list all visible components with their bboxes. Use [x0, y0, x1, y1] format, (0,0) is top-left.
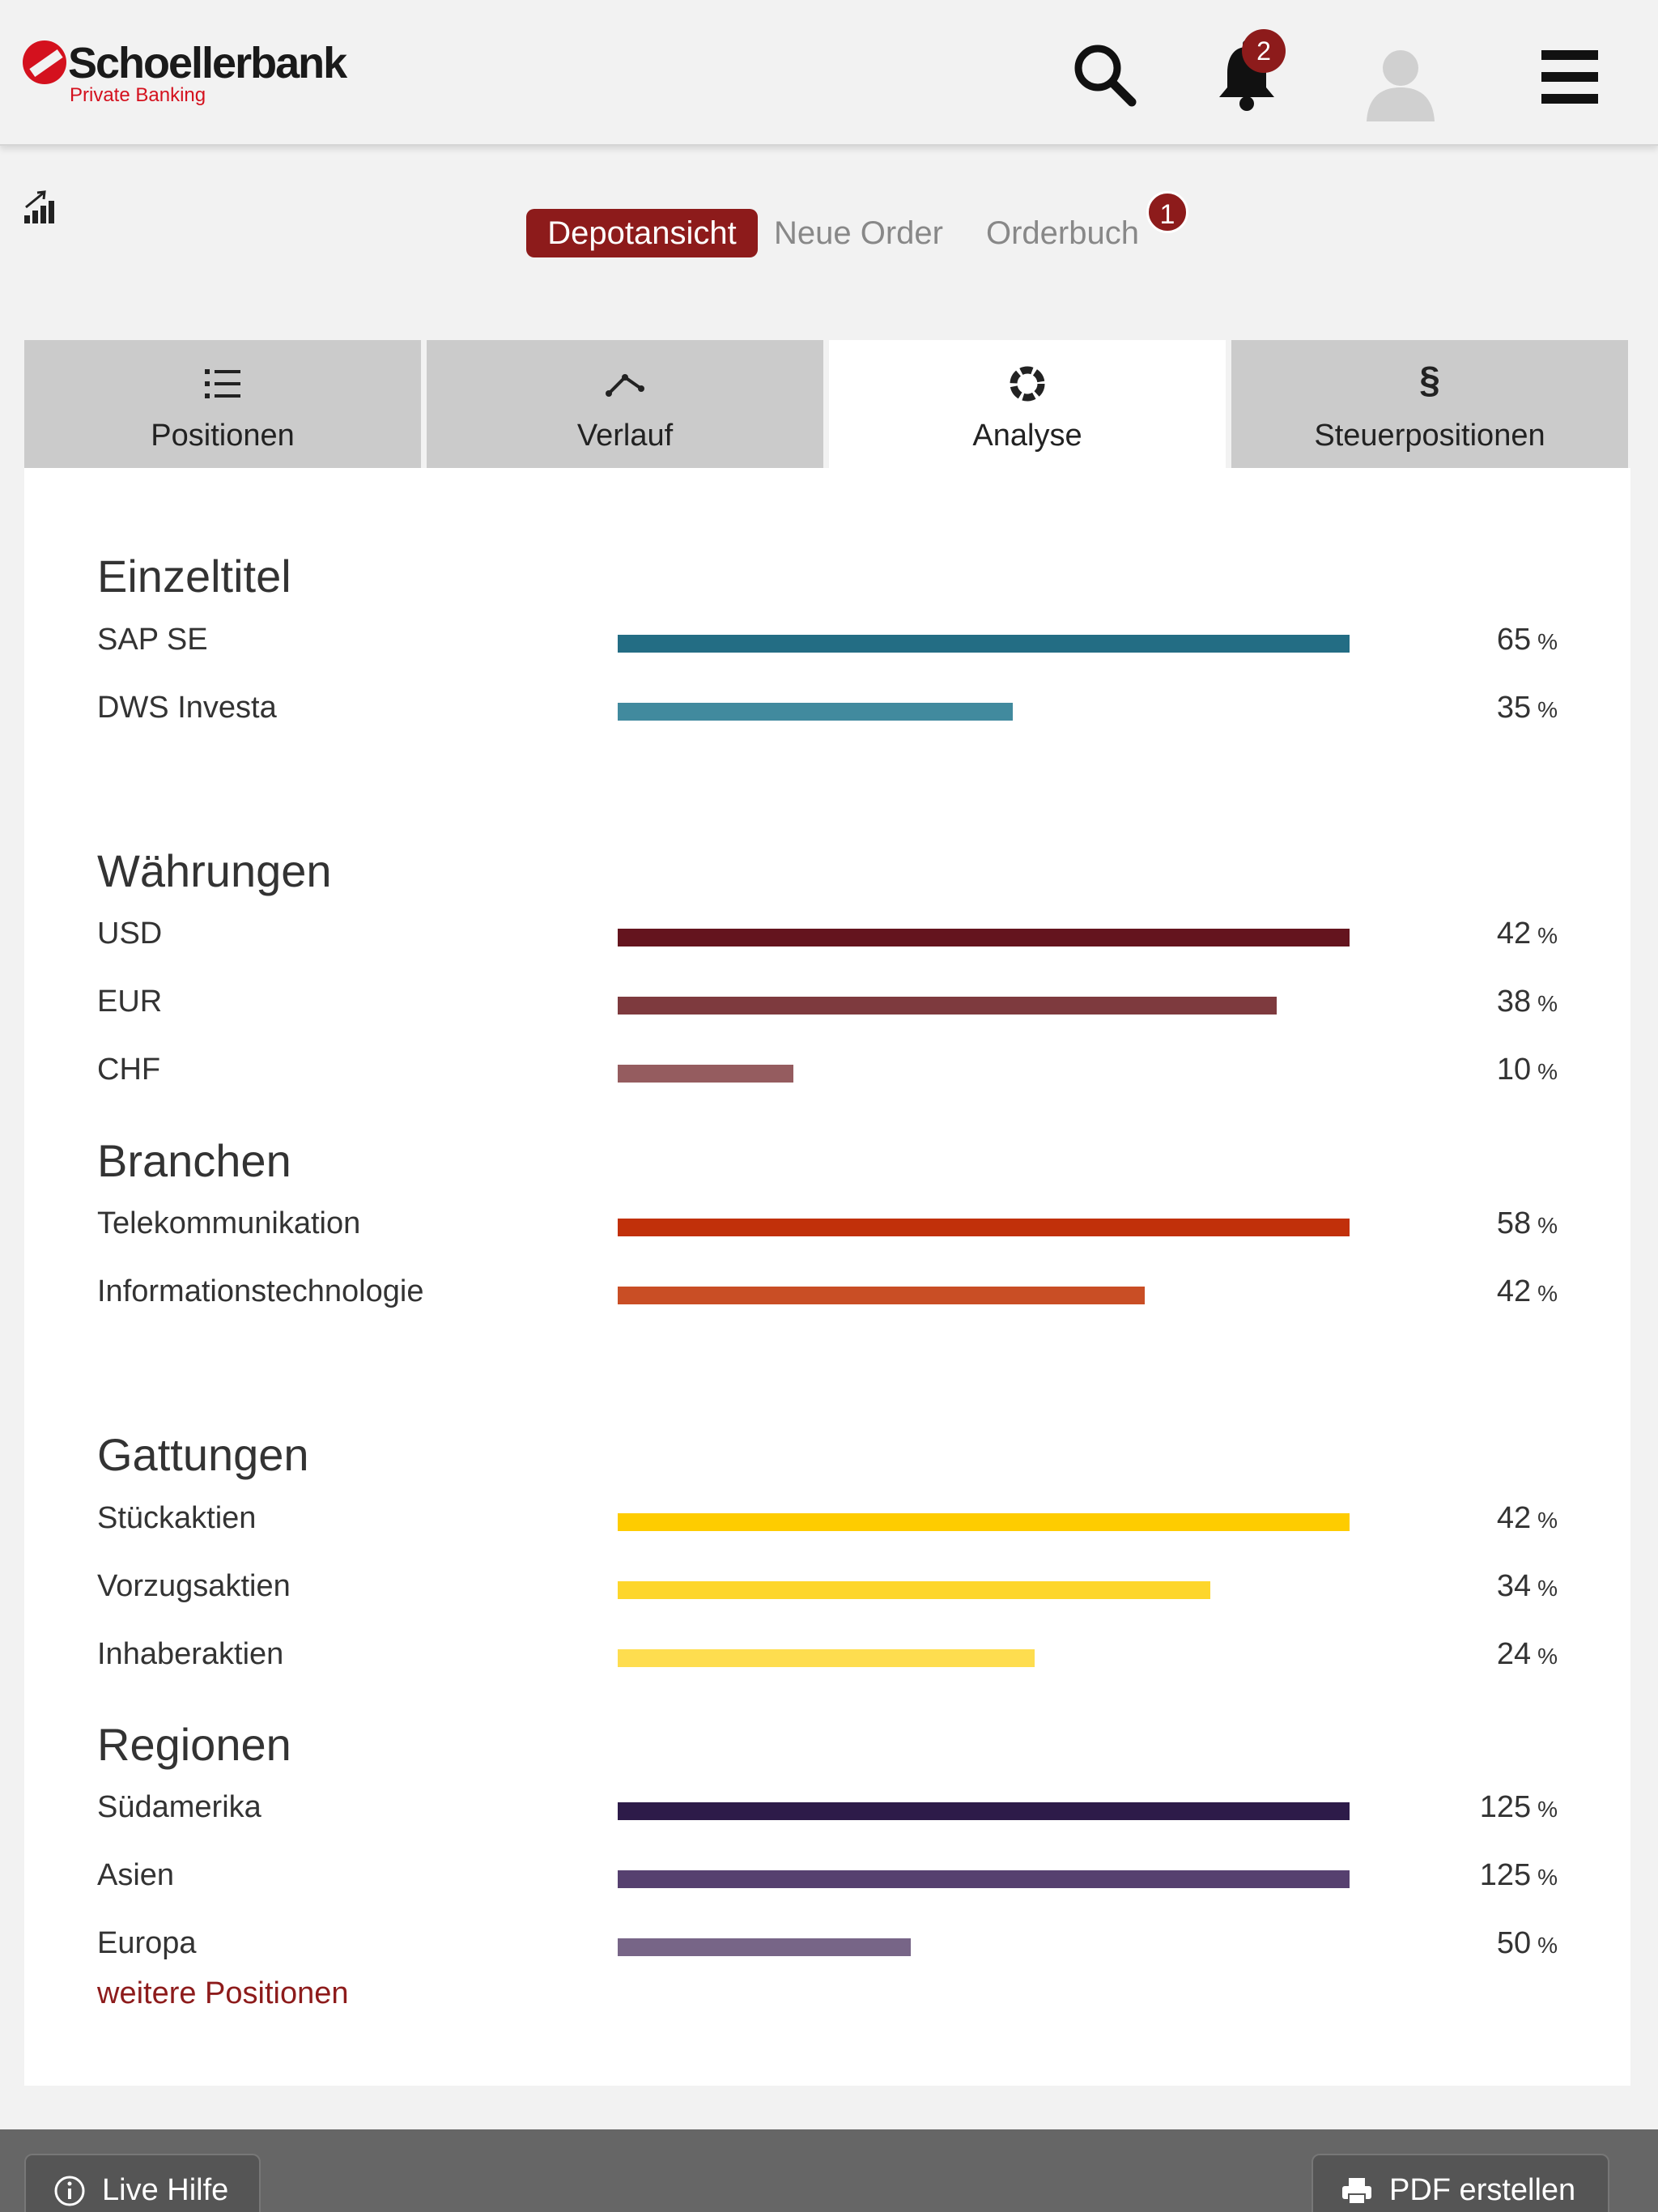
depot-tabs: Positionen Verlauf Analyse § Steuerposit… — [24, 340, 1630, 468]
row-label: Südamerika — [97, 1790, 261, 1824]
row-label: SAP SE — [97, 623, 208, 657]
row-label: Stückaktien — [97, 1501, 257, 1535]
more-positions-link[interactable]: weitere Positionen — [97, 1976, 349, 2010]
live-help-button[interactable]: Live Hilfe — [24, 2154, 261, 2212]
row-label: Asien — [97, 1858, 175, 1892]
allocation-bar — [618, 1870, 1350, 1888]
row-label: EUR — [97, 985, 163, 1019]
row-percent: 42% — [1496, 917, 1558, 951]
section-sign-icon: § — [1419, 359, 1440, 401]
row-label: Europa — [97, 1926, 197, 1960]
subnav: Depotansicht Neue Order Orderbuch — [0, 209, 1658, 257]
row-label: DWS Investa — [97, 691, 277, 725]
allocation-bar — [618, 1649, 1035, 1667]
row-percent: 50% — [1496, 1926, 1558, 1960]
row-label: Vorzugsaktien — [97, 1569, 291, 1603]
line-chart-icon — [606, 374, 644, 397]
tab-tax-label: Steuerpositionen — [1314, 419, 1545, 453]
brand-logo-mark — [23, 40, 66, 84]
section-title-branchen: Branchen — [97, 1135, 291, 1186]
row-label: Telekommunikation — [97, 1206, 361, 1240]
orderbook-badge: 1 — [1146, 191, 1188, 233]
row-label: Informationstechnologie — [97, 1274, 424, 1308]
brand-subtitle: Private Banking — [70, 84, 206, 106]
list-icon — [205, 369, 240, 398]
row-percent: 125% — [1479, 1790, 1558, 1824]
menu-icon[interactable] — [1541, 49, 1598, 105]
search-icon[interactable] — [1070, 40, 1138, 108]
tab-history-label: Verlauf — [576, 419, 674, 453]
allocation-bar — [618, 703, 1013, 721]
subnav-orderbook[interactable]: Orderbuch — [986, 215, 1139, 251]
tab-tax[interactable]: § Steuerpositionen — [1231, 340, 1628, 468]
app-header: Schoellerbank Private Banking 2 — [0, 0, 1658, 146]
tab-history[interactable]: Verlauf — [427, 340, 823, 468]
allocation-bar — [618, 1287, 1145, 1304]
allocation-bar — [618, 1513, 1350, 1531]
allocation-bar — [618, 1219, 1350, 1236]
brand-logo[interactable]: Schoellerbank Private Banking — [23, 37, 347, 110]
tab-positions[interactable]: Positionen — [24, 340, 421, 468]
allocation-bar — [618, 635, 1350, 653]
allocation-bar — [618, 997, 1277, 1015]
notification-badge: 2 — [1242, 29, 1286, 73]
pdf-export-label: PDF erstellen — [1389, 2173, 1576, 2207]
tab-analysis-label: Analyse — [972, 419, 1082, 453]
brand-name: Schoellerbank — [68, 39, 347, 87]
footer-bar: Live Hilfe PDF erstellen — [0, 2129, 1658, 2212]
subnav-depot[interactable]: Depotansicht — [526, 209, 758, 257]
row-percent: 42% — [1496, 1501, 1558, 1535]
row-percent: 10% — [1496, 1053, 1558, 1087]
analysis-panel: Einzeltitel SAP SE 65% DWS Investa 35% W… — [24, 468, 1630, 2086]
subnav-new-order[interactable]: Neue Order — [774, 215, 943, 251]
allocation-bar — [618, 1065, 793, 1083]
chart-toggle-icon[interactable] — [23, 189, 58, 225]
pie-chart-icon — [1010, 366, 1045, 402]
row-percent: 65% — [1496, 623, 1558, 657]
tab-analysis[interactable]: Analyse — [829, 340, 1226, 468]
section-title-einzeltitel: Einzeltitel — [97, 551, 291, 602]
row-percent: 42% — [1496, 1274, 1558, 1308]
section-title-waehrungen: Währungen — [97, 845, 332, 896]
section-title-gattungen: Gattungen — [97, 1429, 309, 1480]
row-percent: 34% — [1496, 1569, 1558, 1603]
info-icon — [54, 2176, 85, 2206]
allocation-bar — [618, 1802, 1350, 1820]
section-title-regionen: Regionen — [97, 1719, 291, 1770]
allocation-bar — [618, 929, 1350, 946]
allocation-bar — [618, 1938, 911, 1956]
tab-positions-label: Positionen — [151, 419, 295, 453]
row-label: Inhaberaktien — [97, 1637, 284, 1671]
allocation-bar — [618, 1581, 1210, 1599]
printer-icon — [1342, 2178, 1371, 2205]
row-percent: 38% — [1496, 985, 1558, 1019]
pdf-export-button[interactable]: PDF erstellen — [1312, 2154, 1609, 2212]
row-percent: 125% — [1479, 1858, 1558, 1892]
row-percent: 35% — [1496, 691, 1558, 725]
row-percent: 24% — [1496, 1637, 1558, 1671]
live-help-label: Live Hilfe — [102, 2173, 229, 2207]
avatar-icon[interactable] — [1360, 42, 1441, 123]
row-label: CHF — [97, 1053, 161, 1087]
row-label: USD — [97, 917, 163, 951]
row-percent: 58% — [1496, 1206, 1558, 1240]
